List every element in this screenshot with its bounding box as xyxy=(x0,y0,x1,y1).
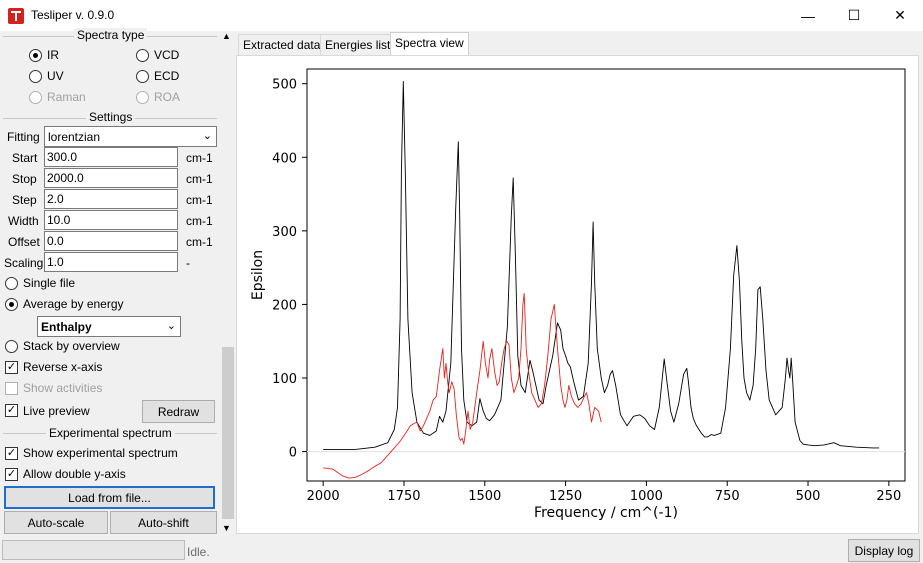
width-unit: cm-1 xyxy=(186,214,213,228)
offset-unit: cm-1 xyxy=(186,235,213,249)
scrollbar-thumb[interactable] xyxy=(222,347,234,519)
offset-input[interactable]: 0.0 xyxy=(44,231,178,251)
spectra-type-title: Spectra type xyxy=(74,28,148,42)
width-input[interactable]: 10.0 xyxy=(44,210,178,230)
redraw-button[interactable]: Redraw xyxy=(142,400,215,423)
show-activities-label: Show activities xyxy=(23,381,103,395)
vcd-label: VCD xyxy=(154,48,180,62)
experimental-spectrum-line xyxy=(323,292,602,479)
ir-radio[interactable] xyxy=(29,49,42,62)
step-unit: cm-1 xyxy=(186,193,213,207)
reverse-x-axis-checkbox[interactable]: ✓ xyxy=(5,361,18,374)
width-label: Width xyxy=(8,214,39,228)
x-tick-label: 500 xyxy=(796,489,821,504)
spectra-view-panel xyxy=(236,55,919,534)
experimental-title: Experimental spectrum xyxy=(46,426,175,440)
status-progress-bar xyxy=(2,540,185,560)
roa-label: ROA xyxy=(154,90,181,104)
control-panel: Spectra type IR VCD UV ECD Raman ROA Set… xyxy=(0,28,220,536)
roa-radio[interactable] xyxy=(136,91,149,104)
x-tick-label: 2000 xyxy=(307,489,340,504)
offset-label: Offset xyxy=(8,235,40,249)
fitting-label: Fitting xyxy=(7,130,40,144)
show-experimental-checkbox[interactable]: ✓ xyxy=(5,447,18,460)
close-button[interactable]: ✕ xyxy=(894,7,906,23)
ecd-label: ECD xyxy=(154,69,180,83)
x-tick-label: 1500 xyxy=(468,489,501,504)
spectrum-chart: 2000 1750 1500 1250 1000 750 500 250 0 100 200 300 4… xyxy=(250,68,906,521)
start-unit: cm-1 xyxy=(186,151,213,165)
stop-label: Stop xyxy=(12,172,37,186)
allow-double-y-checkbox[interactable]: ✓ xyxy=(5,468,18,481)
average-by-energy-label: Average by energy xyxy=(23,297,124,311)
y-tick-label: 0 xyxy=(289,446,297,461)
window-title: Tesliper v. 0.9.0 xyxy=(31,8,115,22)
scaling-label: Scaling xyxy=(4,256,44,270)
tab-spectra-view[interactable]: Spectra view xyxy=(390,32,469,56)
live-preview-checkbox[interactable]: ✓ xyxy=(5,404,18,417)
fitting-select[interactable]: lorentzian ⌄ xyxy=(44,126,217,147)
auto-shift-button[interactable]: Auto-shift xyxy=(110,511,217,534)
chevron-down-icon: ⌄ xyxy=(166,320,176,332)
x-tick-label: 250 xyxy=(876,489,901,504)
stack-by-overview-radio[interactable] xyxy=(5,340,18,353)
show-experimental-label: Show experimental spectrum xyxy=(23,446,178,460)
raman-radio[interactable] xyxy=(29,91,42,104)
y-tick-label: 400 xyxy=(272,151,297,166)
uv-label: UV xyxy=(47,69,64,83)
y-tick-label: 500 xyxy=(272,78,297,93)
stop-unit: cm-1 xyxy=(186,172,213,186)
tab-energies-list[interactable]: Energies list xyxy=(320,34,396,55)
stop-input[interactable]: 2000.0 xyxy=(44,168,178,188)
scaling-input[interactable]: 1.0 xyxy=(44,252,178,272)
y-tick-label: 100 xyxy=(272,372,297,387)
y-axis-label: Epsilon xyxy=(250,250,266,300)
live-preview-label: Live preview xyxy=(23,404,90,418)
tab-extracted-data[interactable]: Extracted data xyxy=(238,34,326,55)
show-activities-checkbox[interactable] xyxy=(5,382,18,395)
x-tick-label: 1750 xyxy=(387,489,420,504)
uv-radio[interactable] xyxy=(29,70,42,83)
title-bar xyxy=(0,0,923,31)
load-from-file-button[interactable]: Load from file... xyxy=(4,486,215,509)
average-by-energy-radio[interactable] xyxy=(5,298,18,311)
allow-double-y-label: Allow double y-axis xyxy=(23,467,126,481)
y-tick-label: 300 xyxy=(272,225,297,240)
start-input[interactable]: 300.0 xyxy=(44,147,178,167)
scroll-down-icon[interactable]: ▼ xyxy=(222,523,231,533)
x-tick-label: 1250 xyxy=(549,489,582,504)
calculated-spectrum-line xyxy=(323,81,880,450)
step-label: Step xyxy=(12,193,37,207)
minimize-button[interactable]: — xyxy=(801,7,815,24)
single-file-label: Single file xyxy=(23,276,76,290)
maximize-button[interactable]: ☐ xyxy=(847,7,861,23)
x-tick-label: 1000 xyxy=(630,489,663,504)
energy-type-value: Enthalpy xyxy=(41,320,92,334)
vcd-radio[interactable] xyxy=(136,49,149,62)
scroll-up-icon[interactable]: ▲ xyxy=(222,31,231,41)
settings-title: Settings xyxy=(86,110,136,124)
ir-label: IR xyxy=(47,48,59,62)
x-tick-label: 750 xyxy=(715,489,740,504)
ecd-radio[interactable] xyxy=(136,70,149,83)
auto-scale-button[interactable]: Auto-scale xyxy=(4,511,108,534)
plot-frame xyxy=(306,68,906,482)
app-logo-icon xyxy=(8,8,24,24)
single-file-radio[interactable] xyxy=(5,277,18,290)
y-tick-label: 200 xyxy=(272,298,297,313)
chevron-down-icon: ⌄ xyxy=(202,130,212,142)
status-text: Idle. xyxy=(187,545,210,559)
step-input[interactable]: 2.0 xyxy=(44,189,178,209)
raman-label: Raman xyxy=(47,90,86,104)
scaling-unit: - xyxy=(186,256,190,270)
energy-type-select[interactable]: Enthalpy ⌄ xyxy=(37,316,181,337)
x-axis-label: Frequency / cm^(-1) xyxy=(534,505,678,521)
display-log-button[interactable]: Display log xyxy=(848,539,920,562)
fitting-value: lorentzian xyxy=(48,130,101,144)
start-label: Start xyxy=(12,151,38,165)
panel-scrollbar[interactable]: ▲ ▼ xyxy=(220,31,235,536)
reverse-x-axis-label: Reverse x-axis xyxy=(23,360,103,374)
stack-by-overview-label: Stack by overview xyxy=(23,339,120,353)
